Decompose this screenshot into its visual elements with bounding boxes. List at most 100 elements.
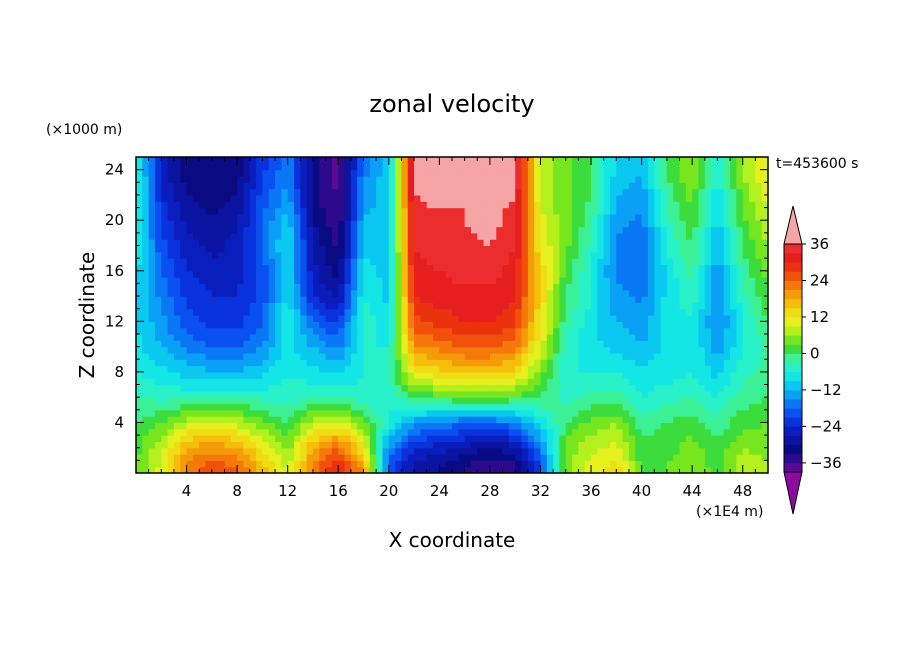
- heatmap-cell: [148, 302, 156, 310]
- heatmap-cell: [572, 378, 579, 386]
- heatmap-cell: [502, 333, 510, 341]
- heatmap-cell: [186, 371, 194, 379]
- heatmap-cell: [742, 422, 750, 430]
- heatmap-cell: [679, 346, 687, 354]
- heatmap-cell: [262, 302, 270, 310]
- heatmap-cell: [483, 207, 491, 215]
- heatmap-cell: [388, 422, 396, 430]
- heatmap-cell: [243, 435, 251, 442]
- heatmap-cell: [704, 251, 712, 259]
- heatmap-cell: [218, 251, 226, 259]
- heatmap-cell: [445, 403, 453, 411]
- heatmap-cell: [395, 371, 403, 379]
- heatmap-cell: [730, 416, 737, 424]
- heatmap-cell: [647, 226, 655, 234]
- heatmap-cell: [736, 460, 744, 468]
- heatmap-cell: [489, 213, 497, 221]
- heatmap-cell: [218, 264, 226, 272]
- heatmap-cell: [546, 435, 554, 442]
- heatmap-cell: [761, 454, 768, 461]
- heatmap-cell: [597, 289, 605, 297]
- heatmap-cell: [338, 435, 346, 442]
- heatmap-cell: [489, 232, 497, 240]
- heatmap-cell: [546, 384, 554, 392]
- heatmap-cell: [647, 232, 655, 240]
- heatmap-cell: [205, 416, 213, 424]
- heatmap-cell: [426, 352, 434, 360]
- heatmap-cell: [395, 277, 403, 284]
- heatmap-cell: [477, 359, 485, 367]
- heatmap-cell: [287, 258, 295, 266]
- heatmap-cell: [433, 264, 440, 272]
- heatmap-cell: [578, 163, 586, 171]
- heatmap-cell: [136, 232, 143, 240]
- heatmap-cell: [559, 182, 567, 190]
- heatmap-cell: [603, 308, 611, 316]
- heatmap-cell: [591, 220, 598, 228]
- heatmap-cell: [673, 283, 681, 291]
- heatmap-cell: [300, 226, 308, 234]
- heatmap-cell: [369, 346, 377, 354]
- heatmap-cell: [742, 169, 750, 177]
- heatmap-cell: [527, 239, 535, 247]
- heatmap-cell: [154, 239, 162, 247]
- heatmap-cell: [338, 333, 346, 341]
- heatmap-cell: [268, 302, 276, 310]
- heatmap-cell: [755, 277, 763, 284]
- heatmap-cell: [433, 435, 440, 442]
- heatmap-cell: [660, 321, 668, 329]
- heatmap-cell: [698, 315, 706, 322]
- heatmap-cell: [565, 327, 573, 335]
- heatmap-cell: [483, 296, 491, 303]
- heatmap-cell: [546, 371, 554, 379]
- heatmap-cell: [559, 390, 567, 398]
- heatmap-cell: [610, 270, 617, 278]
- heatmap-cell: [489, 441, 497, 449]
- heatmap-cell: [679, 213, 687, 221]
- heatmap-cell: [452, 169, 459, 177]
- heatmap-cell: [477, 232, 485, 240]
- heatmap-cell: [439, 283, 447, 291]
- heatmap-cell: [704, 435, 712, 442]
- heatmap-cell: [148, 416, 156, 424]
- heatmap-cell: [565, 384, 573, 392]
- heatmap-cell: [376, 258, 384, 266]
- heatmap-cell: [464, 283, 472, 291]
- heatmap-cell: [679, 289, 687, 297]
- heatmap-cell: [660, 340, 668, 348]
- heatmap-cell: [262, 245, 270, 253]
- heatmap-cell: [654, 175, 662, 183]
- heatmap-cell: [173, 340, 181, 348]
- heatmap-cell: [578, 327, 586, 335]
- heatmap-cell: [331, 296, 339, 303]
- heatmap-cell: [496, 454, 504, 461]
- heatmap-cell: [742, 175, 750, 183]
- heatmap-cell: [420, 188, 428, 196]
- heatmap-cell: [736, 315, 744, 322]
- heatmap-cell: [294, 371, 301, 379]
- heatmap-cell: [679, 321, 687, 329]
- heatmap-cell: [698, 175, 706, 183]
- heatmap-cell: [243, 333, 251, 341]
- heatmap-cell: [192, 302, 200, 310]
- heatmap-cell: [515, 409, 523, 417]
- heatmap-cell: [407, 308, 415, 316]
- heatmap-cell: [281, 169, 289, 177]
- heatmap-cell: [306, 169, 314, 177]
- heatmap-cell: [249, 435, 257, 442]
- heatmap-cell: [426, 201, 434, 209]
- heatmap-cell: [388, 428, 396, 436]
- heatmap-cell: [559, 315, 567, 322]
- heatmap-cell: [584, 378, 592, 386]
- heatmap-cell: [502, 207, 510, 215]
- heatmap-cell: [736, 378, 744, 386]
- heatmap-cell: [508, 365, 516, 373]
- heatmap-cell: [142, 270, 150, 278]
- heatmap-cell: [755, 264, 763, 272]
- heatmap-cell: [540, 333, 548, 341]
- heatmap-cell: [167, 416, 175, 424]
- heatmap-cell: [717, 397, 725, 405]
- heatmap-cell: [237, 397, 245, 405]
- heatmap-cell: [407, 194, 415, 202]
- heatmap-cell: [470, 283, 478, 291]
